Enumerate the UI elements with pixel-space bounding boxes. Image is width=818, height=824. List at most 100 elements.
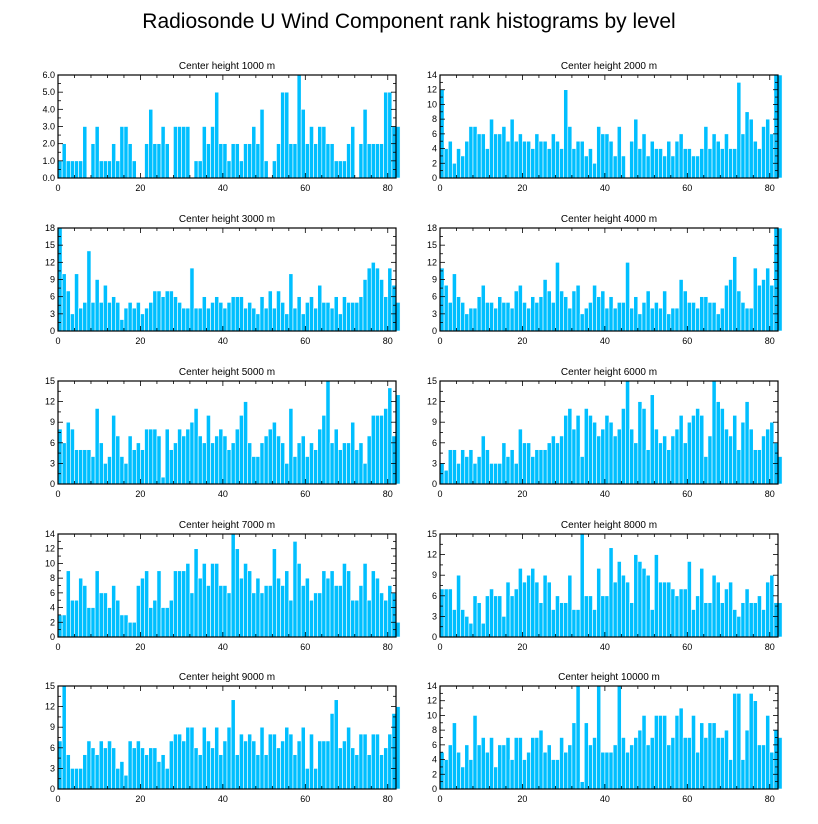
histogram-bar <box>375 267 380 332</box>
histogram-bar <box>472 463 478 485</box>
histogram-bar <box>288 143 294 179</box>
histogram-bar <box>621 155 626 179</box>
histogram-bar <box>534 302 540 332</box>
histogram-bar <box>329 307 335 332</box>
panel-title: Center height 7000 m <box>179 520 275 531</box>
histogram-bar <box>255 456 261 485</box>
histogram-bar <box>148 607 154 638</box>
y-tick-label: 8 <box>50 573 55 583</box>
histogram-bar <box>687 737 692 790</box>
histogram-bar <box>144 307 149 332</box>
histogram-bar <box>728 148 733 179</box>
histogram-bar <box>193 747 199 790</box>
y-tick-label: 4 <box>432 755 437 765</box>
histogram-bar <box>333 428 339 485</box>
histogram-bar <box>777 74 783 179</box>
histogram-bar <box>460 449 466 485</box>
histogram-bar <box>629 602 635 638</box>
histogram-bar <box>629 140 635 179</box>
histogram-bar <box>604 415 610 485</box>
histogram-bar <box>443 284 449 332</box>
histogram-bar <box>103 284 108 332</box>
histogram-bar <box>464 140 470 179</box>
histogram-bar <box>518 737 523 790</box>
histogram-bar <box>123 774 129 790</box>
x-tick-label: 60 <box>300 183 310 193</box>
histogram-bar <box>321 302 327 332</box>
histogram-bar <box>662 435 668 485</box>
histogram-bar <box>505 581 511 638</box>
histogram-bar <box>588 415 593 485</box>
histogram-bar <box>239 296 244 332</box>
y-tick-label: 3 <box>432 458 437 468</box>
histogram-bar <box>699 722 705 790</box>
histogram-bar <box>645 449 651 485</box>
y-tick-label: 6 <box>432 591 437 601</box>
x-tick-label: 20 <box>135 794 145 804</box>
histogram-bar <box>645 290 651 332</box>
histogram-bar <box>337 313 343 332</box>
histogram-bar <box>666 313 672 332</box>
histogram-bar <box>765 581 771 638</box>
histogram-bar <box>592 609 597 638</box>
histogram-bar <box>131 449 137 485</box>
histogram-bar <box>362 463 368 485</box>
histogram-bar <box>555 759 560 790</box>
histogram-bar <box>522 302 527 332</box>
histogram-bar <box>476 133 482 179</box>
histogram-bar <box>313 143 318 179</box>
histogram-bar <box>309 733 314 790</box>
histogram-bar <box>140 747 145 790</box>
histogram-bar <box>243 563 248 638</box>
histogram-bar <box>596 685 602 790</box>
histogram-bar <box>177 570 182 638</box>
y-tick-label: 14 <box>427 70 437 80</box>
histogram-bar <box>765 267 771 332</box>
histogram-bar <box>94 126 100 179</box>
histogram-bar <box>136 585 141 638</box>
histogram-bar <box>600 751 606 790</box>
x-tick-label: 80 <box>765 183 775 193</box>
histogram-bar <box>329 143 335 179</box>
y-tick-label: 0 <box>50 784 55 794</box>
histogram-bar <box>148 747 154 790</box>
x-tick-label: 80 <box>383 794 393 804</box>
histogram-bar <box>559 148 564 179</box>
histogram-bar <box>658 581 663 638</box>
histogram-bar <box>604 133 610 179</box>
histogram-bar <box>579 781 585 790</box>
histogram-bar <box>670 307 676 332</box>
histogram-bar <box>674 140 680 179</box>
histogram-bar <box>272 421 277 485</box>
histogram-bar <box>522 140 527 179</box>
histogram-bar <box>333 296 339 332</box>
x-tick-label: 80 <box>383 489 393 499</box>
y-tick-label: 12 <box>45 397 55 407</box>
histogram-bar <box>526 307 531 332</box>
histogram-bar <box>136 302 141 332</box>
histogram-bar <box>728 279 733 332</box>
histogram-bar <box>181 307 187 332</box>
histogram-bar <box>391 713 397 790</box>
histogram-bar <box>678 279 684 332</box>
histogram-bar <box>168 599 174 638</box>
histogram-bar <box>592 162 597 179</box>
panel-4: Center height 4000 m 0 20 40 60 80 0 3 6 9 12 15 18 <box>427 214 783 346</box>
histogram-bar <box>193 548 199 638</box>
histogram-bar <box>452 162 457 179</box>
histogram-bar <box>468 126 474 179</box>
histogram-bar <box>608 751 614 790</box>
histogram-bar <box>719 148 725 179</box>
histogram-bar <box>342 296 347 332</box>
histogram-bar <box>350 421 356 485</box>
histogram-bar <box>350 747 356 790</box>
histogram-bar <box>699 148 705 179</box>
histogram-bar <box>571 722 577 790</box>
y-tick-label: 15 <box>45 681 55 691</box>
histogram-bar <box>719 307 725 332</box>
histogram-bar <box>375 577 380 638</box>
histogram-bar <box>526 574 531 638</box>
histogram-bar <box>588 595 593 638</box>
histogram-bar <box>439 267 445 332</box>
